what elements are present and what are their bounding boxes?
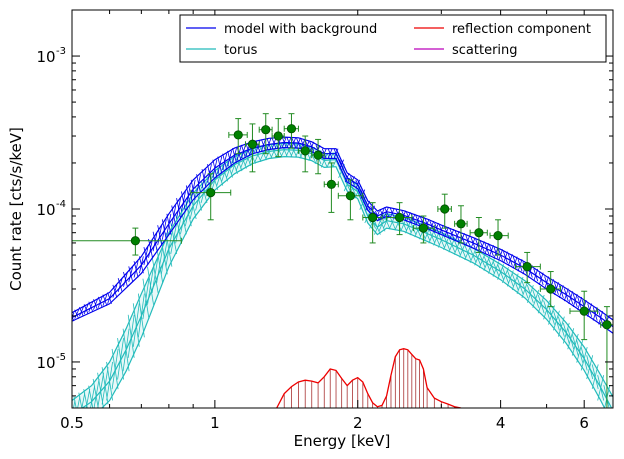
data-point-7 [297,135,313,173]
torus-band-hatch [142,278,150,320]
data-point-16 [469,216,488,253]
model-band-hatch [152,231,158,252]
axis-layer: 0.5 1 2 4 610-510-410-3 [36,9,613,432]
data-point-2 [228,118,248,155]
data-marker [546,284,556,294]
model-band-hatch [117,277,123,293]
data-marker [261,125,271,135]
torus-band-hatch [156,247,164,284]
legend: model with background reflection compone… [179,14,607,63]
data-marker [326,179,336,189]
x-tick-label: 0.5 [60,414,84,432]
x-tick-label: 1 [210,414,220,432]
model-band-hatch [112,284,118,298]
data-point-15 [454,205,468,244]
torus-lower-line [101,155,606,408]
torus-line [81,149,613,408]
data-marker [522,262,532,272]
data-point-8 [311,138,325,175]
torus-band-hatch [591,364,599,389]
series-layer [72,113,613,408]
data-point-1 [190,173,232,221]
data-marker [130,236,140,246]
data-point-4 [258,113,273,155]
y-tick-label: 10 [36,201,55,219]
data-point-17 [489,219,509,256]
data-marker [368,212,378,223]
legend-box [179,14,607,63]
data-point-18 [515,251,541,284]
data-point-9 [323,162,339,213]
data-point-13 [412,215,435,244]
data-marker [418,223,428,233]
torus-band-hatch [78,392,83,408]
x-tick-label: 6 [579,414,589,432]
data-marker [579,306,589,316]
model-band-hatch [157,225,163,246]
torus-band-hatch [81,392,86,408]
model-band-hatch [72,312,75,318]
data-point-6 [283,113,299,149]
data-marker [233,130,243,140]
data-point-0 [72,227,182,256]
data-point-19 [539,271,562,308]
y-axis-label: Count rate [cts/s/keV] [7,127,25,291]
data-marker [493,231,503,241]
x-axis-label: Energy [keV] [294,432,391,450]
data-marker [456,219,466,229]
y-tick-label: 10 [36,48,55,66]
reflection-line [276,348,462,408]
model-band-hatch [123,271,128,287]
data-marker [313,150,323,160]
data-marker [273,131,283,141]
data-marker [440,204,450,214]
torus-band-hatch [77,396,81,408]
data-marker [394,212,405,223]
data-point-11 [362,202,383,244]
model-band-hatch [102,294,108,306]
torus-band-hatch [151,256,159,294]
data-marker [300,146,310,156]
data-point-3 [244,123,260,173]
y-tick-exponent: -5 [56,352,66,363]
torus-band-hatch [160,239,168,275]
data-marker [286,124,297,134]
y-tick-exponent: -4 [56,199,66,210]
torus-band-fill [72,143,613,408]
y-tick-label: 10 [36,354,55,372]
data-marker [345,191,356,201]
legend-label-reflection: reflection component [452,22,591,37]
torus-band-hatch [147,266,154,305]
data-point-14 [437,193,452,229]
data-point-5 [271,118,285,158]
data-marker [474,228,484,238]
model-band-hatch [143,247,149,266]
plot-background [72,10,613,408]
data-point-12 [386,202,413,236]
x-tick-label: 4 [496,414,506,432]
torus-band-hatch [73,396,77,408]
legend-label-torus: torus [224,43,258,58]
data-point-10 [337,179,364,221]
x-tick-label: 2 [353,414,363,432]
model-band-hatch [128,266,134,283]
model-band-hatch [148,238,153,258]
legend-label-model: model with background [224,22,377,37]
data-marker [206,188,216,198]
model-band-hatch [72,315,75,322]
data-point-20 [569,290,598,341]
legend-label-scattering: scattering [452,43,518,58]
torus-band-hatch [73,400,76,408]
data-marker [602,320,612,330]
y-tick-exponent: -3 [56,46,66,57]
data-point-21 [600,306,613,408]
torus-band-hatch [175,213,182,244]
model-lower-line [72,146,613,334]
plot-frame [71,9,614,409]
data-marker [247,139,258,149]
